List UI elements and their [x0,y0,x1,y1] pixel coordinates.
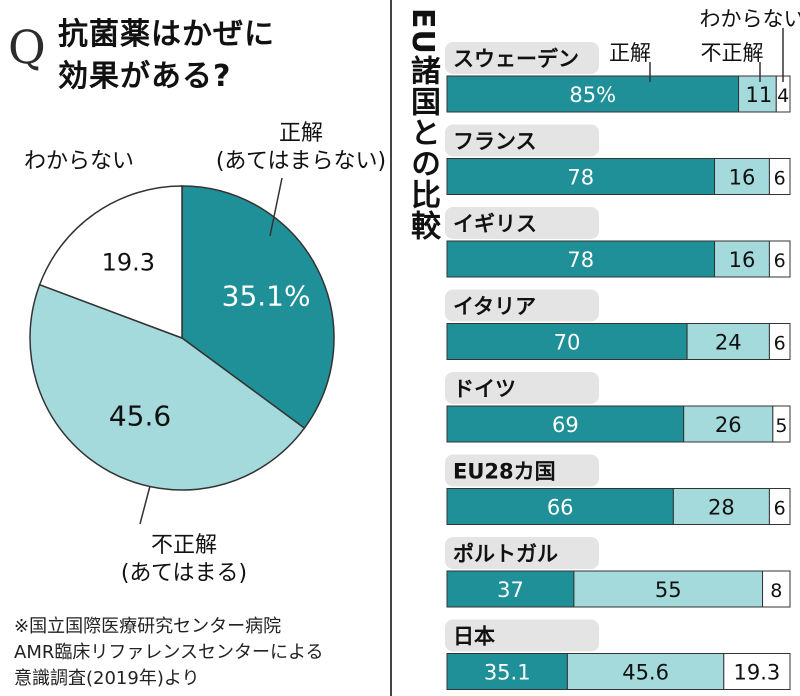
bar-segment-correct [446,488,674,525]
bar-value-wrong: 24 [715,331,742,355]
bar-value-correct: 69 [552,413,579,437]
bar-value-wrong: 55 [655,578,682,602]
bar-segment-wrong [672,488,770,525]
question-title: 抗菌薬はかぜに 効果がある? [58,17,275,94]
bar-segment-correct [446,323,688,360]
pie-value-wrong: 45.6 [109,400,171,433]
bar-segment-wrong [714,240,770,278]
bar-segment-wrong [683,405,774,443]
bar-value-correct: 78 [567,248,594,272]
country-label: 日本 [453,625,495,649]
bar-segment-unknown [768,158,791,195]
pie-label-wrong: 不正解 (あてはまる) [120,533,248,586]
bar-segment-unknown [762,570,791,608]
bar-value-unknown: 5 [775,415,787,437]
pie-slice-wrong [29,283,306,491]
bar-value-correct: 70 [554,331,581,355]
bar-segment-unknown [768,323,791,360]
bar-value-unknown: 4 [777,85,789,107]
bar-value-unknown: 8 [770,580,782,602]
pie-chart: 35.1% 45.6 19.3 [29,177,335,525]
bar-value-wrong: 16 [729,248,756,272]
bar-value-wrong: 28 [708,496,735,520]
country-tab [445,124,599,157]
country-label: ドイツ [453,377,516,401]
bar-segment-wrong [714,158,770,195]
country-tab [445,454,599,487]
bar-value-wrong: 11 [746,83,773,107]
bar-value-correct: 37 [497,578,524,602]
eu-comparison-title: EU諸国との比較 [405,8,440,241]
country-label: スウェーデン [453,47,579,71]
bar-segment-correct [446,158,716,195]
bar-segment-unknown [723,653,791,690]
bar-value-unknown: 6 [774,333,786,355]
q-mark: Q [8,20,46,74]
divider [390,0,392,696]
pie-label-unknown: わからない [24,149,135,174]
country-label: イギリス [453,212,537,236]
country-tab [445,619,599,652]
country-label: フランス [453,130,537,154]
bar-segment-unknown [772,405,791,443]
country-label: EU28カ国 [453,460,556,484]
legend-label-correct: 正解 [609,41,651,65]
pie-value-correct: 35.1% [222,279,311,312]
bar-value-correct: 66 [547,496,574,520]
legend-label-unknown: わからない [700,7,800,31]
country-tab [445,537,599,569]
bar-value-correct: 78 [567,166,594,190]
bar-segment-wrong [738,75,777,113]
pie-leader-line [139,485,151,525]
bar-segment-unknown [768,488,791,525]
bar-segment-wrong [573,570,764,608]
bar-value-wrong: 16 [729,166,756,190]
bar-segment-wrong [686,323,770,360]
bar-value-wrong: 45.6 [622,661,669,685]
bar-segment-unknown [768,240,791,278]
bar-value-correct: 35.1 [484,661,531,685]
country-tab [445,372,599,404]
country-label: ポルトガル [453,542,558,566]
pie-leader-line [269,177,283,237]
country-tab [445,289,599,322]
bar-segment-correct [446,405,685,443]
country-tab [445,42,599,74]
bar-value-unknown: 6 [774,498,786,520]
bar-segment-wrong [566,653,725,690]
pie-slice-correct [181,185,335,430]
country-tab [445,207,599,239]
pie-slice-unknown [38,185,183,340]
bar-value-unknown: 19.3 [734,661,781,685]
bar-value-wrong: 26 [715,413,742,437]
bar-value-unknown: 6 [774,168,786,190]
bar-value-correct: 85% [569,83,616,107]
bar-value-unknown: 6 [774,250,786,272]
bar-segment-correct [446,75,740,113]
pie-label-correct: 正解 (あてはまらない) [215,121,387,174]
source-note: ※国立国際医療研究センター病院 AMR臨床リファレンスセンターによる 意識調査(… [14,616,324,689]
pie-value-unknown: 19.3 [102,249,155,277]
legend-label-wrong: 不正解 [701,41,764,65]
country-label: イタリア [453,295,536,319]
bar-segment-correct [446,570,575,608]
bar-segment-correct [446,653,568,690]
bar-segment-correct [446,240,716,278]
